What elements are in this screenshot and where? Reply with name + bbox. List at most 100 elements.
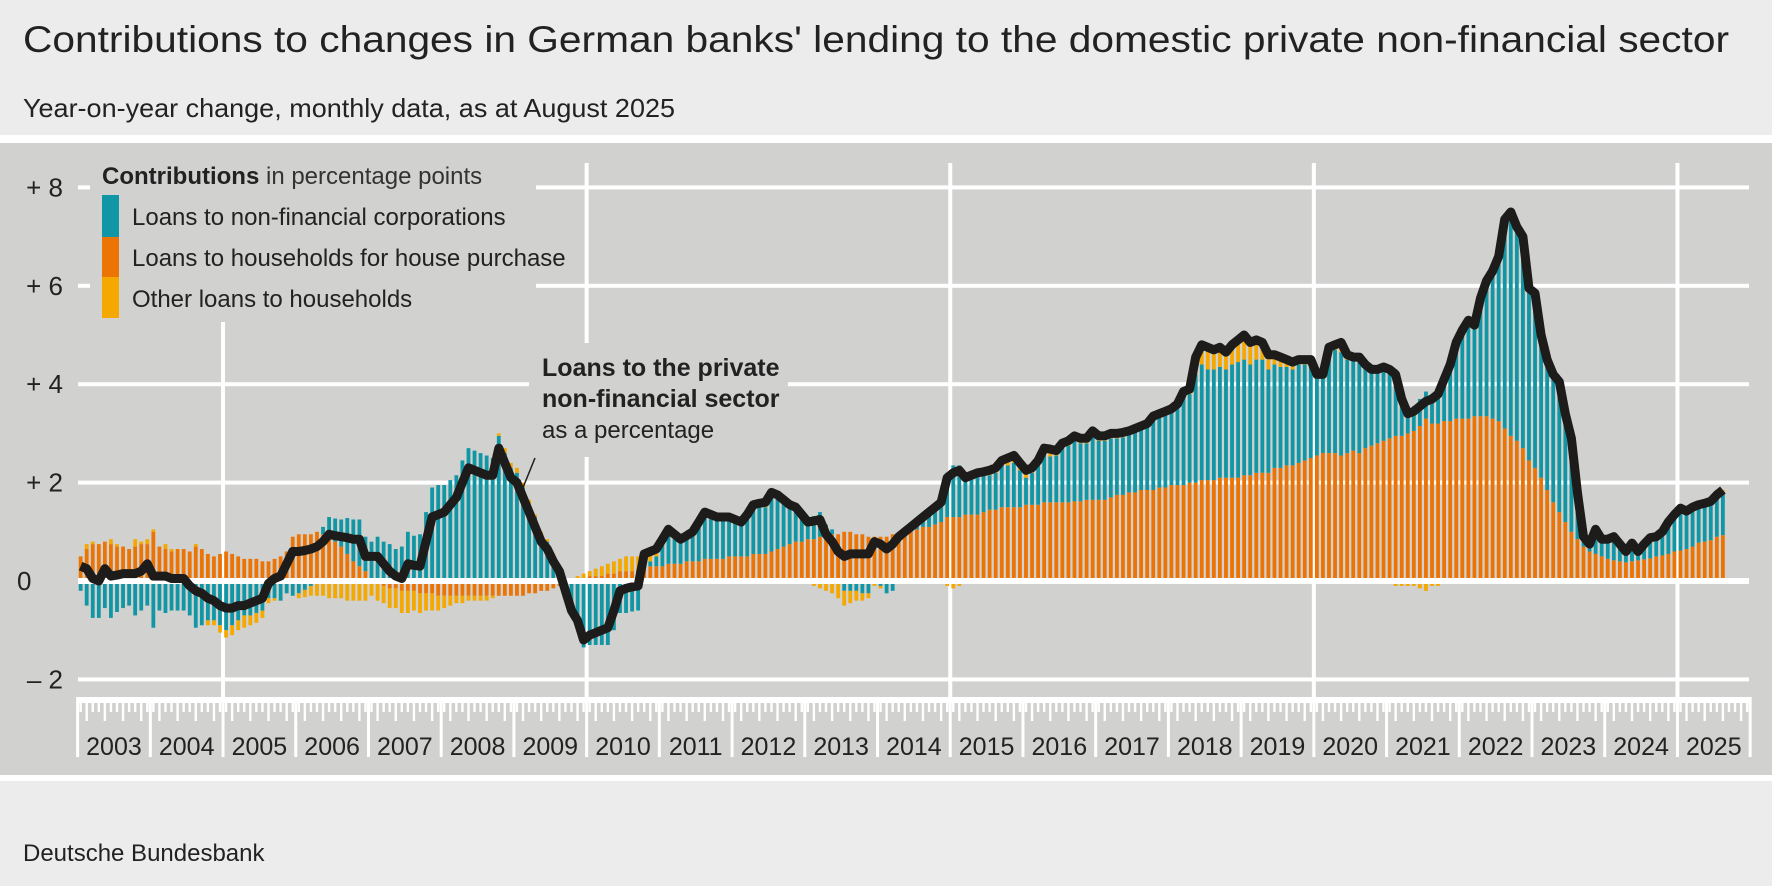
bar-segment xyxy=(109,581,113,618)
month-tick xyxy=(782,697,785,712)
month-tick xyxy=(1164,697,1167,712)
y-tick-label: + 2 xyxy=(26,468,63,498)
bar-segment xyxy=(618,558,622,572)
month-tick xyxy=(1648,697,1652,721)
bar-segment xyxy=(927,526,931,581)
bar-segment xyxy=(1199,480,1204,581)
bar-segment xyxy=(521,482,525,488)
month-tick xyxy=(606,697,610,712)
bar-segment xyxy=(1024,477,1028,505)
month-tick xyxy=(1424,697,1428,712)
month-tick xyxy=(1448,697,1452,721)
month-tick xyxy=(891,697,894,712)
bar-segment xyxy=(1321,453,1325,581)
bar-segment xyxy=(1090,499,1095,581)
x-tick-label: 2018 xyxy=(1177,733,1233,761)
bar-segment xyxy=(109,544,113,581)
bar-segment xyxy=(96,544,101,581)
bar-segment xyxy=(1284,465,1289,581)
bar-segment xyxy=(933,507,937,525)
bar-segment xyxy=(1648,537,1653,559)
month-tick xyxy=(1576,697,1579,721)
bar-segment xyxy=(1599,556,1604,581)
bar-segment xyxy=(708,558,713,581)
bar-segment xyxy=(1169,411,1174,486)
bar-segment xyxy=(1630,543,1634,562)
x-axis-band xyxy=(77,697,1750,703)
bar-segment xyxy=(1224,477,1228,581)
bar-segment xyxy=(187,551,192,581)
bar-segment xyxy=(157,581,162,611)
month-tick xyxy=(867,697,870,721)
bar-segment xyxy=(418,581,422,594)
bar-segment xyxy=(624,556,628,572)
bar-segment xyxy=(115,544,119,547)
month-tick xyxy=(1545,697,1549,712)
y-tick-label: + 6 xyxy=(26,271,63,301)
bar-segment xyxy=(1284,366,1289,466)
bar-segment xyxy=(811,516,816,540)
month-tick xyxy=(770,697,773,712)
bar-segment xyxy=(824,536,828,581)
bar-segment xyxy=(260,561,265,581)
bar-segment xyxy=(1187,482,1192,581)
h-gridline xyxy=(78,185,1749,190)
annotation-leader-line xyxy=(521,457,536,491)
bar-segment xyxy=(502,581,507,596)
month-tick xyxy=(485,697,488,721)
bar-segment xyxy=(1472,325,1477,417)
bar-segment xyxy=(151,531,156,581)
year-separator xyxy=(730,697,734,757)
month-tick xyxy=(715,697,719,712)
month-tick xyxy=(1145,697,1149,712)
month-tick xyxy=(1188,697,1191,712)
month-tick xyxy=(921,697,925,721)
month-tick xyxy=(1467,697,1470,721)
bar-segment xyxy=(848,581,853,591)
bar-segment xyxy=(357,581,362,601)
month-tick xyxy=(1012,697,1016,721)
bar-segment xyxy=(254,612,259,623)
month-tick xyxy=(1461,697,1464,712)
month-tick xyxy=(600,697,603,712)
bar-segment xyxy=(1072,501,1077,581)
bar-segment xyxy=(1448,421,1453,581)
bar-segment xyxy=(1230,364,1234,478)
bar-segment xyxy=(436,485,441,581)
bar-segment xyxy=(733,521,738,557)
bar-segment xyxy=(133,539,138,547)
bar-segment xyxy=(236,581,241,621)
x-tick-label: 2016 xyxy=(1032,733,1088,761)
bar-segment xyxy=(321,581,325,596)
month-tick xyxy=(1709,697,1712,712)
month-tick xyxy=(467,697,470,721)
bar-segment xyxy=(1617,544,1622,562)
month-tick xyxy=(1673,697,1676,712)
bar-segment xyxy=(1375,369,1380,444)
bar-segment xyxy=(1327,453,1331,581)
bar-segment xyxy=(1272,364,1277,468)
month-tick xyxy=(1291,697,1294,712)
month-tick xyxy=(249,697,252,721)
month-tick xyxy=(1073,697,1076,712)
bar-segment xyxy=(1278,467,1283,581)
bar-segment xyxy=(539,534,544,581)
bar-segment xyxy=(399,581,404,591)
bar-segment xyxy=(545,541,550,581)
bar-segment xyxy=(830,529,834,535)
x-tick-label: 2004 xyxy=(159,733,215,761)
bar-segment xyxy=(818,536,822,581)
bar-segment xyxy=(1636,560,1640,581)
month-tick xyxy=(309,697,313,712)
month-tick xyxy=(952,697,955,712)
bar-segment xyxy=(933,524,937,581)
bar-segment xyxy=(466,595,471,601)
month-tick xyxy=(1394,697,1397,721)
legend-heading-bold: Contributions xyxy=(102,163,259,190)
bar-segment xyxy=(296,593,301,599)
month-tick xyxy=(376,697,379,721)
month-tick xyxy=(1715,697,1719,712)
bar-segment xyxy=(751,507,756,554)
bar-segment xyxy=(1569,438,1574,532)
bar-segment xyxy=(1114,494,1119,581)
